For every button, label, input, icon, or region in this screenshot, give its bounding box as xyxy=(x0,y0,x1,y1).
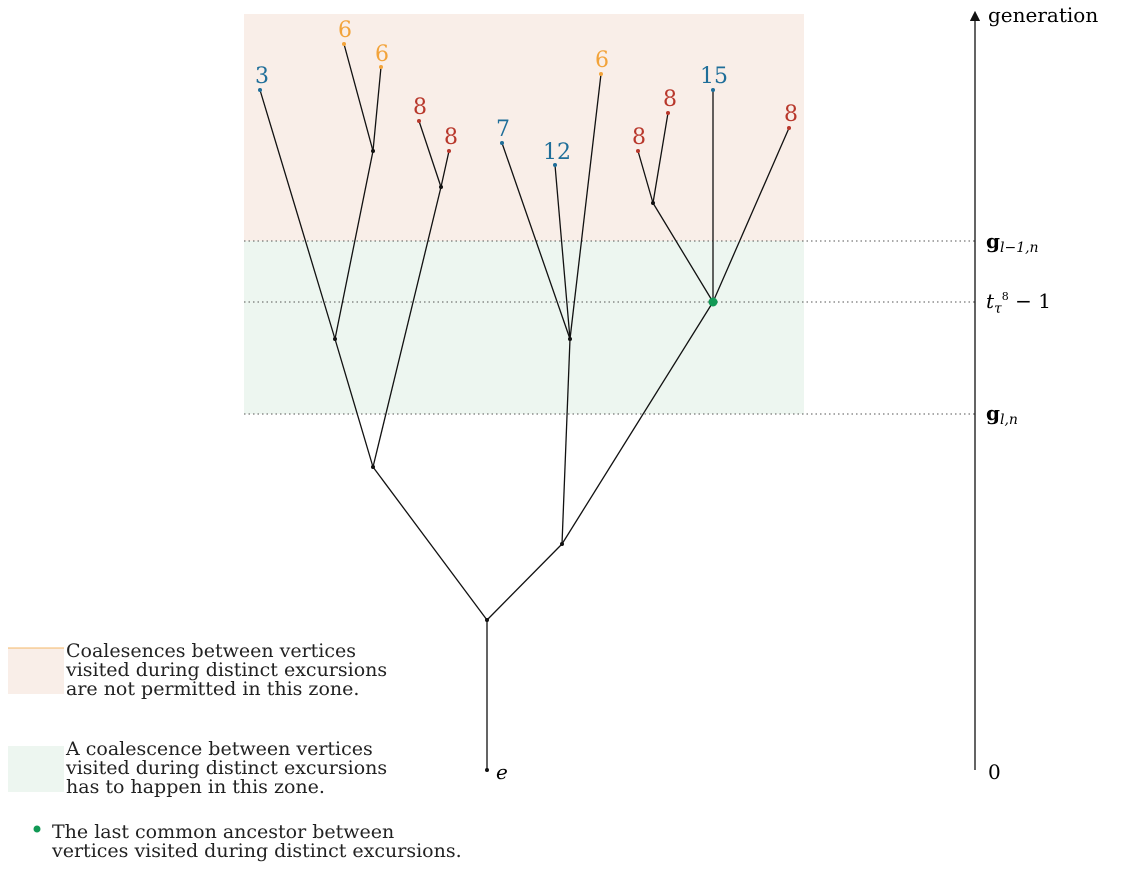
legend-ancestor-line-1: The last common ancestor between xyxy=(52,821,394,843)
leaf-label: 6 xyxy=(375,42,389,67)
edge xyxy=(372,66,382,152)
tree-node xyxy=(485,618,489,622)
leaf-label: 8 xyxy=(784,102,798,127)
tree-edges xyxy=(259,43,790,770)
edge xyxy=(712,127,790,303)
edge xyxy=(440,150,450,188)
leaf-label: 8 xyxy=(663,87,677,112)
edge xyxy=(561,301,714,545)
upper-level-symbol: g xyxy=(986,229,1000,253)
leaf-dot xyxy=(447,149,451,153)
leaf-dot xyxy=(553,163,557,167)
middle-level-main: t xyxy=(986,289,995,313)
lower-level-symbol: g xyxy=(986,401,1000,425)
legend-forbidden-text: Coalesences between vertices visited dur… xyxy=(65,640,393,700)
leaf-dot xyxy=(379,65,383,69)
edge xyxy=(334,150,374,340)
leaf-dot xyxy=(342,42,346,46)
edge xyxy=(652,112,669,204)
legend-required-line-3: has to happen in this zone. xyxy=(66,776,325,798)
legend-forbidden-swatch xyxy=(8,648,64,694)
leaf-label: 15 xyxy=(700,64,728,89)
edge xyxy=(372,186,442,468)
leaf-dot xyxy=(500,141,504,145)
upper-level-label: gl−1,n xyxy=(986,229,1039,256)
leaf-label: 6 xyxy=(595,48,609,73)
legend-ancestor-text: The last common ancestor between vertice… xyxy=(51,821,462,862)
leaf-dot xyxy=(711,88,715,92)
edge xyxy=(372,466,488,621)
leaf-dot xyxy=(666,111,670,115)
legend-forbidden-line-2: visited during distinct excursions xyxy=(65,659,387,681)
leaf-dot xyxy=(417,119,421,123)
tree-node xyxy=(371,149,375,153)
tree-node xyxy=(651,201,655,205)
root-label: e xyxy=(496,760,508,784)
leaf-label: 7 xyxy=(496,117,510,142)
leaf-dot xyxy=(599,72,603,76)
legend: Coalesences between vertices visited dur… xyxy=(8,640,462,862)
middle-level-label: tτ8 − 1 xyxy=(986,289,1051,317)
edge xyxy=(418,120,442,188)
tree-node xyxy=(439,185,443,189)
edge xyxy=(259,89,336,340)
legend-forbidden-line-1: Coalesences between vertices xyxy=(66,640,356,662)
leaf-label: 3 xyxy=(255,64,269,89)
middle-level-tail: − 1 xyxy=(1009,289,1051,313)
axis-title: generation xyxy=(988,3,1098,27)
last-common-ancestor-node xyxy=(708,297,718,307)
internal-nodes xyxy=(333,149,655,772)
legend-required-swatch xyxy=(8,746,64,792)
lower-level-subscript: l,n xyxy=(1000,412,1018,428)
edge xyxy=(486,543,563,621)
tree-node xyxy=(333,337,337,341)
edge xyxy=(652,202,714,303)
legend-ancestor-line-2: vertices visited during distinct excursi… xyxy=(51,840,462,862)
legend-required-line-2: visited during distinct excursions xyxy=(65,757,387,779)
legend-forbidden-line-3: are not permitted in this zone. xyxy=(66,678,359,700)
tree-node xyxy=(568,337,572,341)
middle-level-sup: 8 xyxy=(1002,290,1009,303)
edge xyxy=(554,164,571,340)
tree-node xyxy=(485,768,489,772)
leaf-dot xyxy=(787,126,791,130)
required-zone xyxy=(244,241,804,414)
edge xyxy=(637,150,654,204)
legend-required-text: A coalescence between vertices visited d… xyxy=(65,738,393,798)
lower-level-label: gl,n xyxy=(986,401,1018,428)
edge xyxy=(569,73,602,340)
leaf-dot xyxy=(258,88,262,92)
tree-node xyxy=(371,465,375,469)
edge xyxy=(343,43,374,152)
upper-level-subscript: l−1,n xyxy=(1000,240,1039,256)
leaf-label: 12 xyxy=(543,140,571,165)
leaf-dot xyxy=(636,149,640,153)
leaf-dots xyxy=(258,42,791,167)
axis-zero: 0 xyxy=(988,760,1001,784)
legend-ancestor-dot xyxy=(33,825,41,833)
middle-level-sub: τ xyxy=(994,301,1002,317)
edge xyxy=(561,338,571,545)
tree-node xyxy=(560,542,564,546)
leaf-label: 8 xyxy=(444,125,458,150)
edge xyxy=(334,338,374,468)
leaf-labels: 3 6 6 8 8 7 12 6 8 8 15 8 xyxy=(255,18,798,165)
leaf-label: 8 xyxy=(632,125,646,150)
edge xyxy=(501,142,571,340)
leaf-label: 8 xyxy=(413,95,427,120)
legend-required-line-1: A coalescence between vertices xyxy=(65,738,373,760)
forbidden-zone xyxy=(244,14,804,241)
leaf-label: 6 xyxy=(338,18,352,43)
